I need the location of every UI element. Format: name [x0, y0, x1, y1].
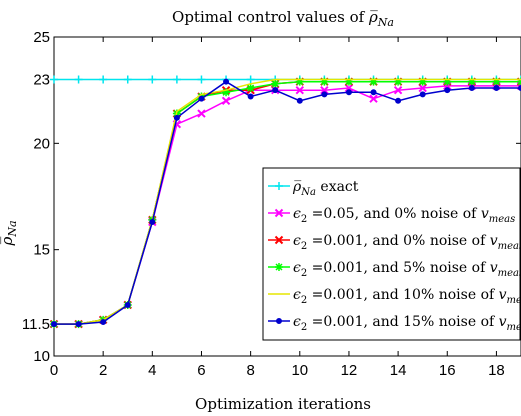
data-point	[198, 95, 205, 102]
data-point	[75, 321, 82, 328]
data-point	[295, 77, 304, 86]
x-tick-label: 8	[246, 362, 254, 379]
data-point	[418, 77, 427, 86]
legend-marker	[274, 235, 284, 245]
data-point	[222, 88, 231, 97]
x-tick-label: 10	[291, 362, 308, 379]
legend-item: ϵ2 =0.05, and 0% noise of vmeas	[268, 206, 515, 225]
legend-item: ϵ2 =0.001, and 15% noise of vmeas	[268, 314, 521, 333]
legend-marker	[275, 182, 283, 190]
x-tick-label: 16	[439, 362, 456, 379]
data-point	[295, 85, 304, 95]
data-point	[123, 75, 132, 84]
legend-marker	[276, 318, 282, 324]
data-point	[344, 77, 353, 86]
data-point	[271, 79, 280, 88]
x-tick-label: 4	[148, 362, 156, 379]
x-axis-label: Optimization iterations	[195, 395, 371, 413]
data-point	[345, 89, 352, 96]
data-point	[197, 75, 206, 84]
data-point	[320, 77, 329, 86]
data-point	[296, 97, 303, 104]
data-point	[246, 84, 255, 93]
data-point	[393, 85, 403, 95]
data-point	[370, 89, 377, 96]
series-5	[51, 78, 521, 328]
legend-item: ϵ2 =0.001, and 10% noise of vmeas	[268, 287, 521, 306]
data-point	[246, 75, 255, 84]
data-point	[444, 87, 451, 94]
data-point	[320, 85, 329, 95]
x-tick-label: 14	[390, 362, 407, 379]
x-tick-label: 18	[488, 362, 505, 379]
data-point	[493, 85, 500, 92]
plot-frame	[53, 36, 521, 357]
data-point	[124, 301, 131, 308]
y-tick-label: 15	[33, 242, 50, 259]
plot-area: 0 2 4 6 8 10 12 14 16 18 10 11.5 15 20 23 25	[22, 29, 521, 379]
y-tick-label: 23	[33, 72, 50, 89]
data-point	[468, 85, 475, 92]
data-point	[272, 87, 279, 94]
data-point	[394, 77, 403, 86]
data-point	[197, 109, 206, 118]
x-tick-label: 2	[99, 362, 107, 379]
data-point	[247, 93, 254, 100]
x-tick-label: 12	[341, 362, 358, 379]
data-point	[172, 75, 181, 84]
data-point	[221, 96, 231, 106]
y-tick-label: 11.5	[22, 316, 50, 333]
data-point	[443, 77, 452, 86]
data-point	[149, 219, 156, 226]
data-point	[51, 321, 57, 328]
y-tick-label: 20	[33, 135, 50, 152]
data-point	[223, 78, 230, 85]
legend-label: ϵ2 =0.05, and 0% noise of vmeas	[293, 206, 515, 225]
data-point	[518, 85, 521, 92]
data-point	[418, 83, 427, 93]
data-point	[492, 77, 501, 86]
data-point	[344, 83, 354, 93]
legend-label: ρ̅Na exact	[292, 179, 359, 198]
legend-box	[262, 167, 521, 341]
data-point	[467, 77, 476, 86]
legend-label: ϵ2 =0.001, and 0% noise of vmeas	[293, 233, 521, 252]
y-tick-label: 25	[33, 29, 50, 46]
chart-title: Optimal control values of ρ̅Na	[172, 8, 394, 29]
legend-item: ρ̅Na exact	[268, 179, 359, 198]
y-tick-label: 10	[33, 348, 50, 365]
series-group	[49, 75, 521, 329]
data-point	[395, 97, 402, 104]
data-point	[419, 91, 426, 98]
x-tick-label: 6	[197, 362, 205, 379]
data-point	[148, 75, 157, 84]
legend-label: ϵ2 =0.001, and 15% noise of vmeas	[293, 314, 521, 333]
legend-item: ϵ2 =0.001, and 5% noise of vmeas	[268, 260, 521, 279]
legend-label: ϵ2 =0.001, and 10% noise of vmeas	[293, 287, 521, 306]
data-point	[369, 77, 378, 86]
data-point	[99, 75, 108, 84]
y-axis-label: ρ̅Na	[0, 220, 19, 246]
legend-marker	[274, 208, 284, 218]
data-point	[369, 94, 378, 103]
data-point	[321, 91, 328, 98]
data-point	[74, 75, 83, 84]
x-tick-label: 0	[50, 362, 58, 379]
legend-marker	[275, 263, 283, 271]
legend: ρ̅Na exact ϵ2 =0.05, and 0% noise of vmea…	[262, 167, 521, 341]
legend-item: ϵ2 =0.001, and 0% noise of vmeas	[268, 233, 521, 252]
data-point	[50, 75, 58, 84]
legend-label: ϵ2 =0.001, and 5% noise of vmeas	[293, 260, 521, 279]
data-point	[100, 318, 107, 325]
data-point	[173, 114, 180, 121]
series-line-5	[54, 80, 521, 325]
